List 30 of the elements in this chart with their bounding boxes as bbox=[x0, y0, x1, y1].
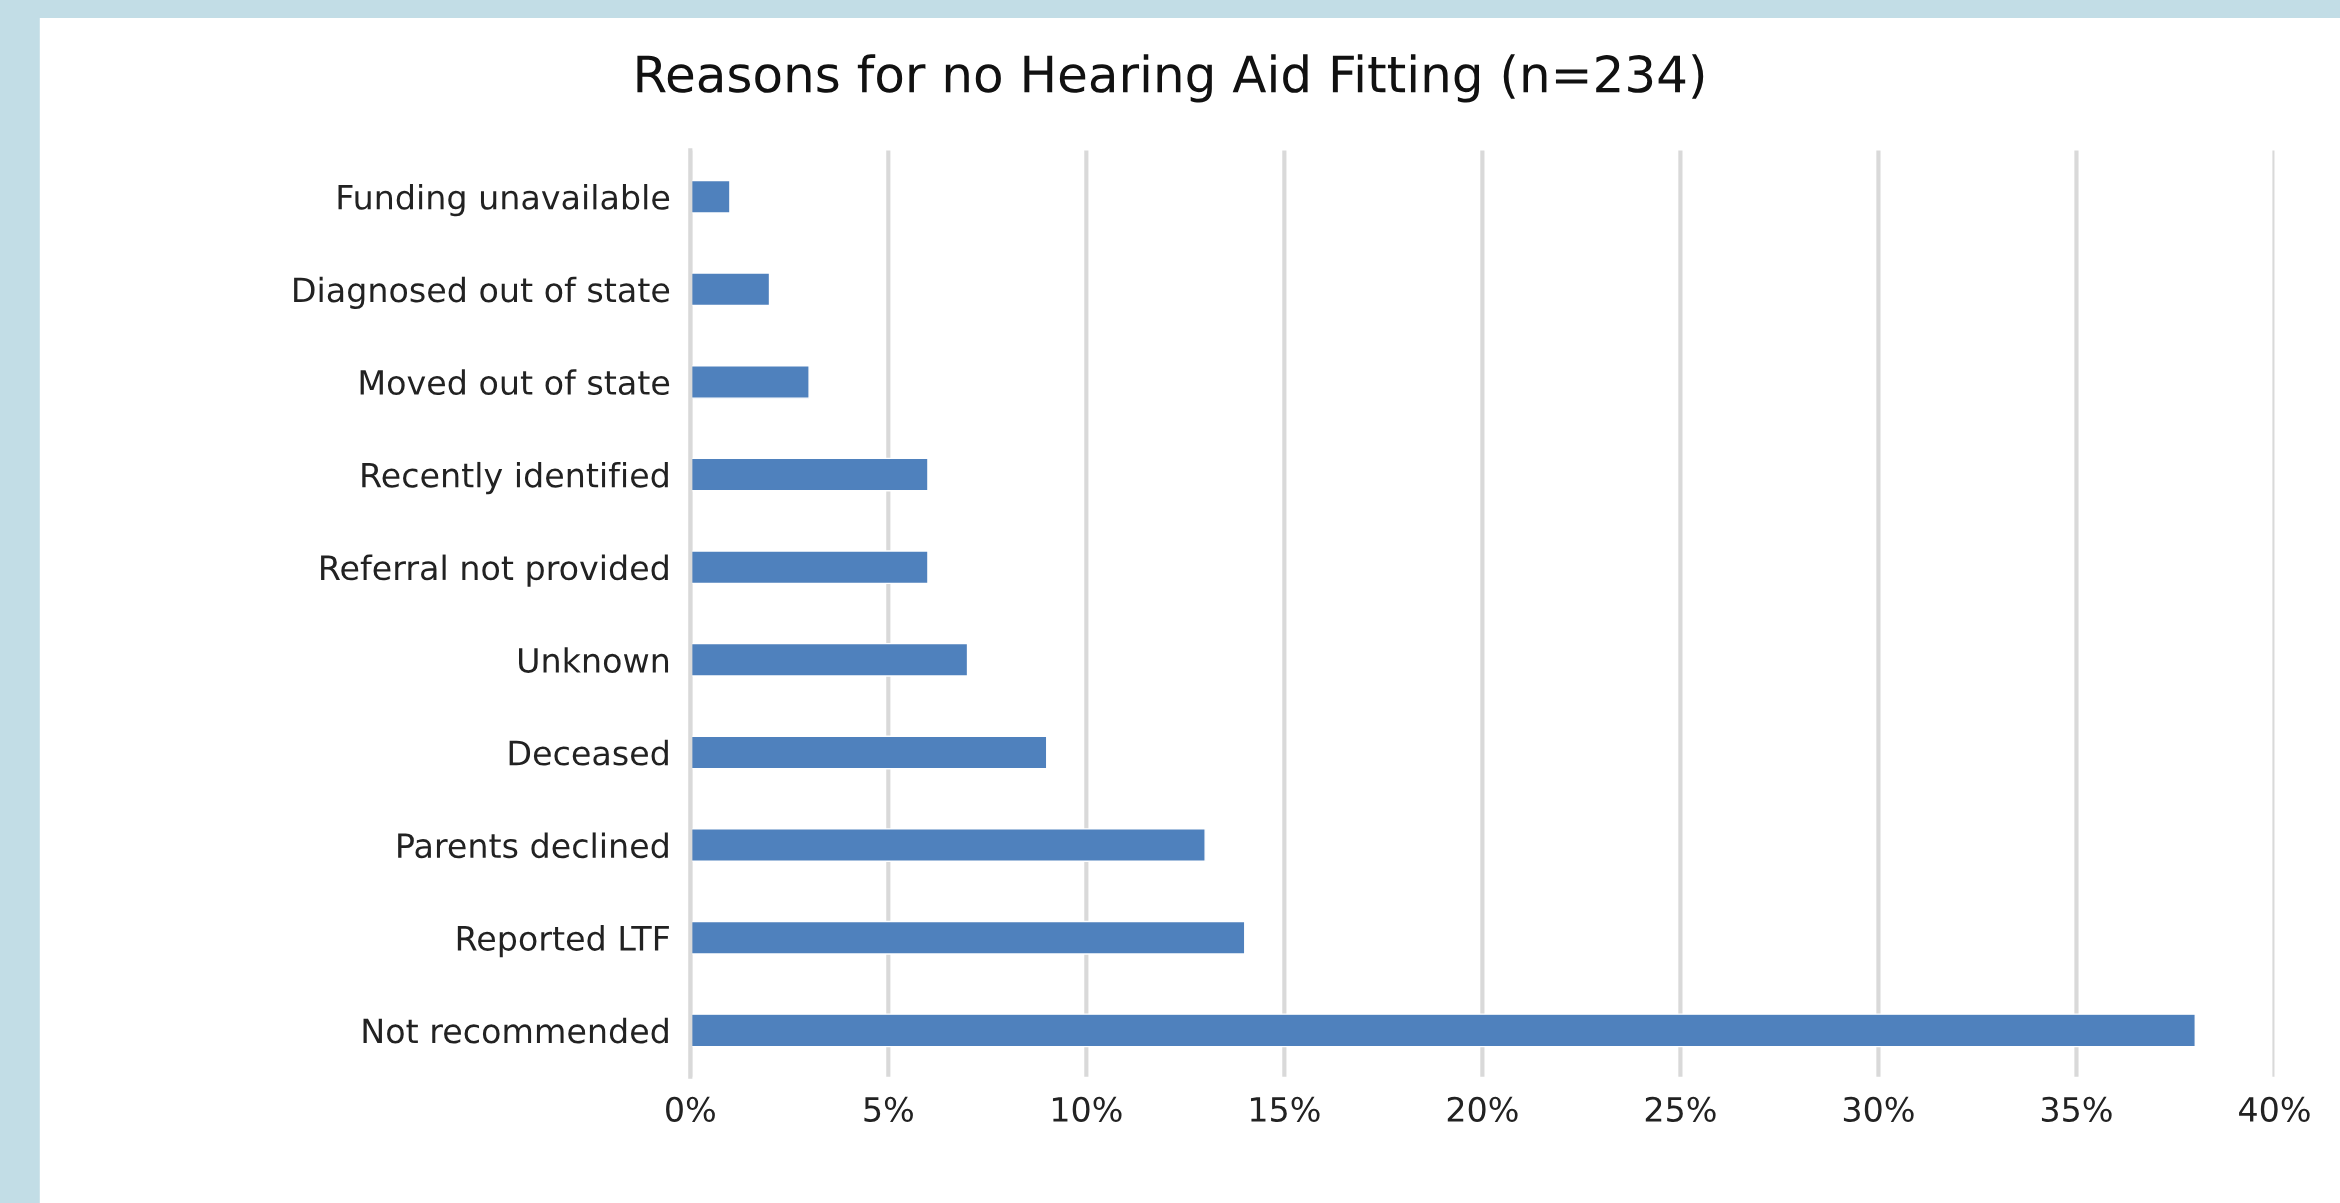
y-tick-label: Moved out of state bbox=[360, 369, 670, 396]
x-tick-label: 20% bbox=[1447, 1096, 1518, 1122]
x-tick-label: 30% bbox=[1843, 1096, 1914, 1122]
y-tick-label: Funding unavailable bbox=[338, 184, 670, 217]
y-tick-label: Parents declined bbox=[398, 832, 668, 859]
y-tick-label: Unknown bbox=[519, 647, 669, 673]
x-tick-label: 15% bbox=[1250, 1096, 1320, 1122]
bar bbox=[690, 920, 1246, 955]
bar bbox=[690, 365, 810, 399]
x-tick-label: 35% bbox=[2041, 1096, 2112, 1122]
x-tick-label: 5% bbox=[864, 1096, 913, 1122]
bar bbox=[690, 457, 929, 492]
x-tick-label: 40% bbox=[2239, 1096, 2310, 1122]
bar bbox=[690, 550, 929, 585]
x-tick-label: 25% bbox=[1645, 1096, 1716, 1122]
bar bbox=[690, 828, 1206, 863]
bar bbox=[690, 272, 771, 307]
y-tick-label: Deceased bbox=[509, 739, 668, 766]
y-tick-label: Not recommended bbox=[363, 1017, 668, 1044]
y-tick-label: Referral not provided bbox=[321, 554, 668, 587]
x-tick-label: 10% bbox=[1052, 1096, 1122, 1122]
bar bbox=[690, 735, 1048, 770]
bar bbox=[690, 642, 969, 677]
x-tick-label: 0% bbox=[666, 1096, 715, 1122]
bar bbox=[690, 179, 731, 214]
y-tick-label: Diagnosed out of state bbox=[294, 276, 670, 309]
bar bbox=[690, 1013, 2196, 1048]
y-tick-label: Recently identified bbox=[362, 461, 668, 495]
chart-title: Reasons for no Hearing Aid Fitting (n=234) bbox=[637, 54, 1704, 103]
y-tick-label: Reported LTF bbox=[457, 925, 669, 958]
